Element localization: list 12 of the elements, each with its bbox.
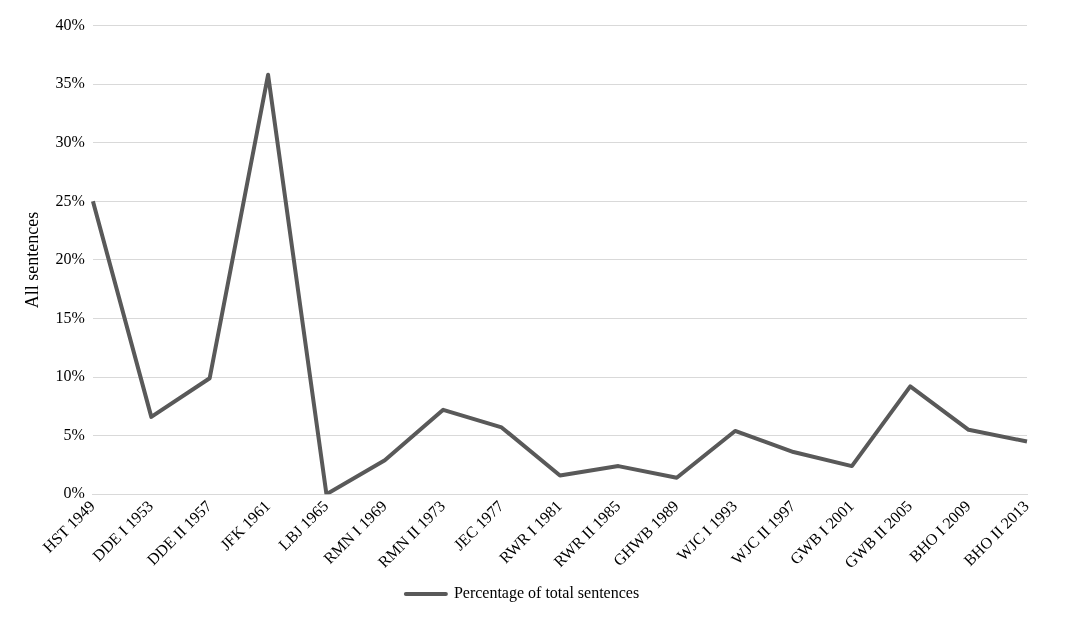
y-tick-label: 25% — [55, 191, 85, 209]
x-tick-label: JFK 1961 — [216, 497, 274, 554]
y-tick-label: 30% — [55, 132, 85, 150]
y-axis-title: All sentences — [21, 211, 42, 309]
y-tick-label: 5% — [63, 425, 85, 443]
y-tick-label: 40% — [55, 15, 85, 33]
legend-label: Percentage of total sentences — [453, 584, 640, 603]
y-tick-label: 0% — [63, 484, 85, 502]
y-tick-label: 15% — [55, 308, 85, 326]
y-tick-label: 35% — [55, 74, 85, 92]
y-tick-label: 10% — [55, 367, 85, 385]
y-tick-label: 20% — [55, 250, 85, 268]
